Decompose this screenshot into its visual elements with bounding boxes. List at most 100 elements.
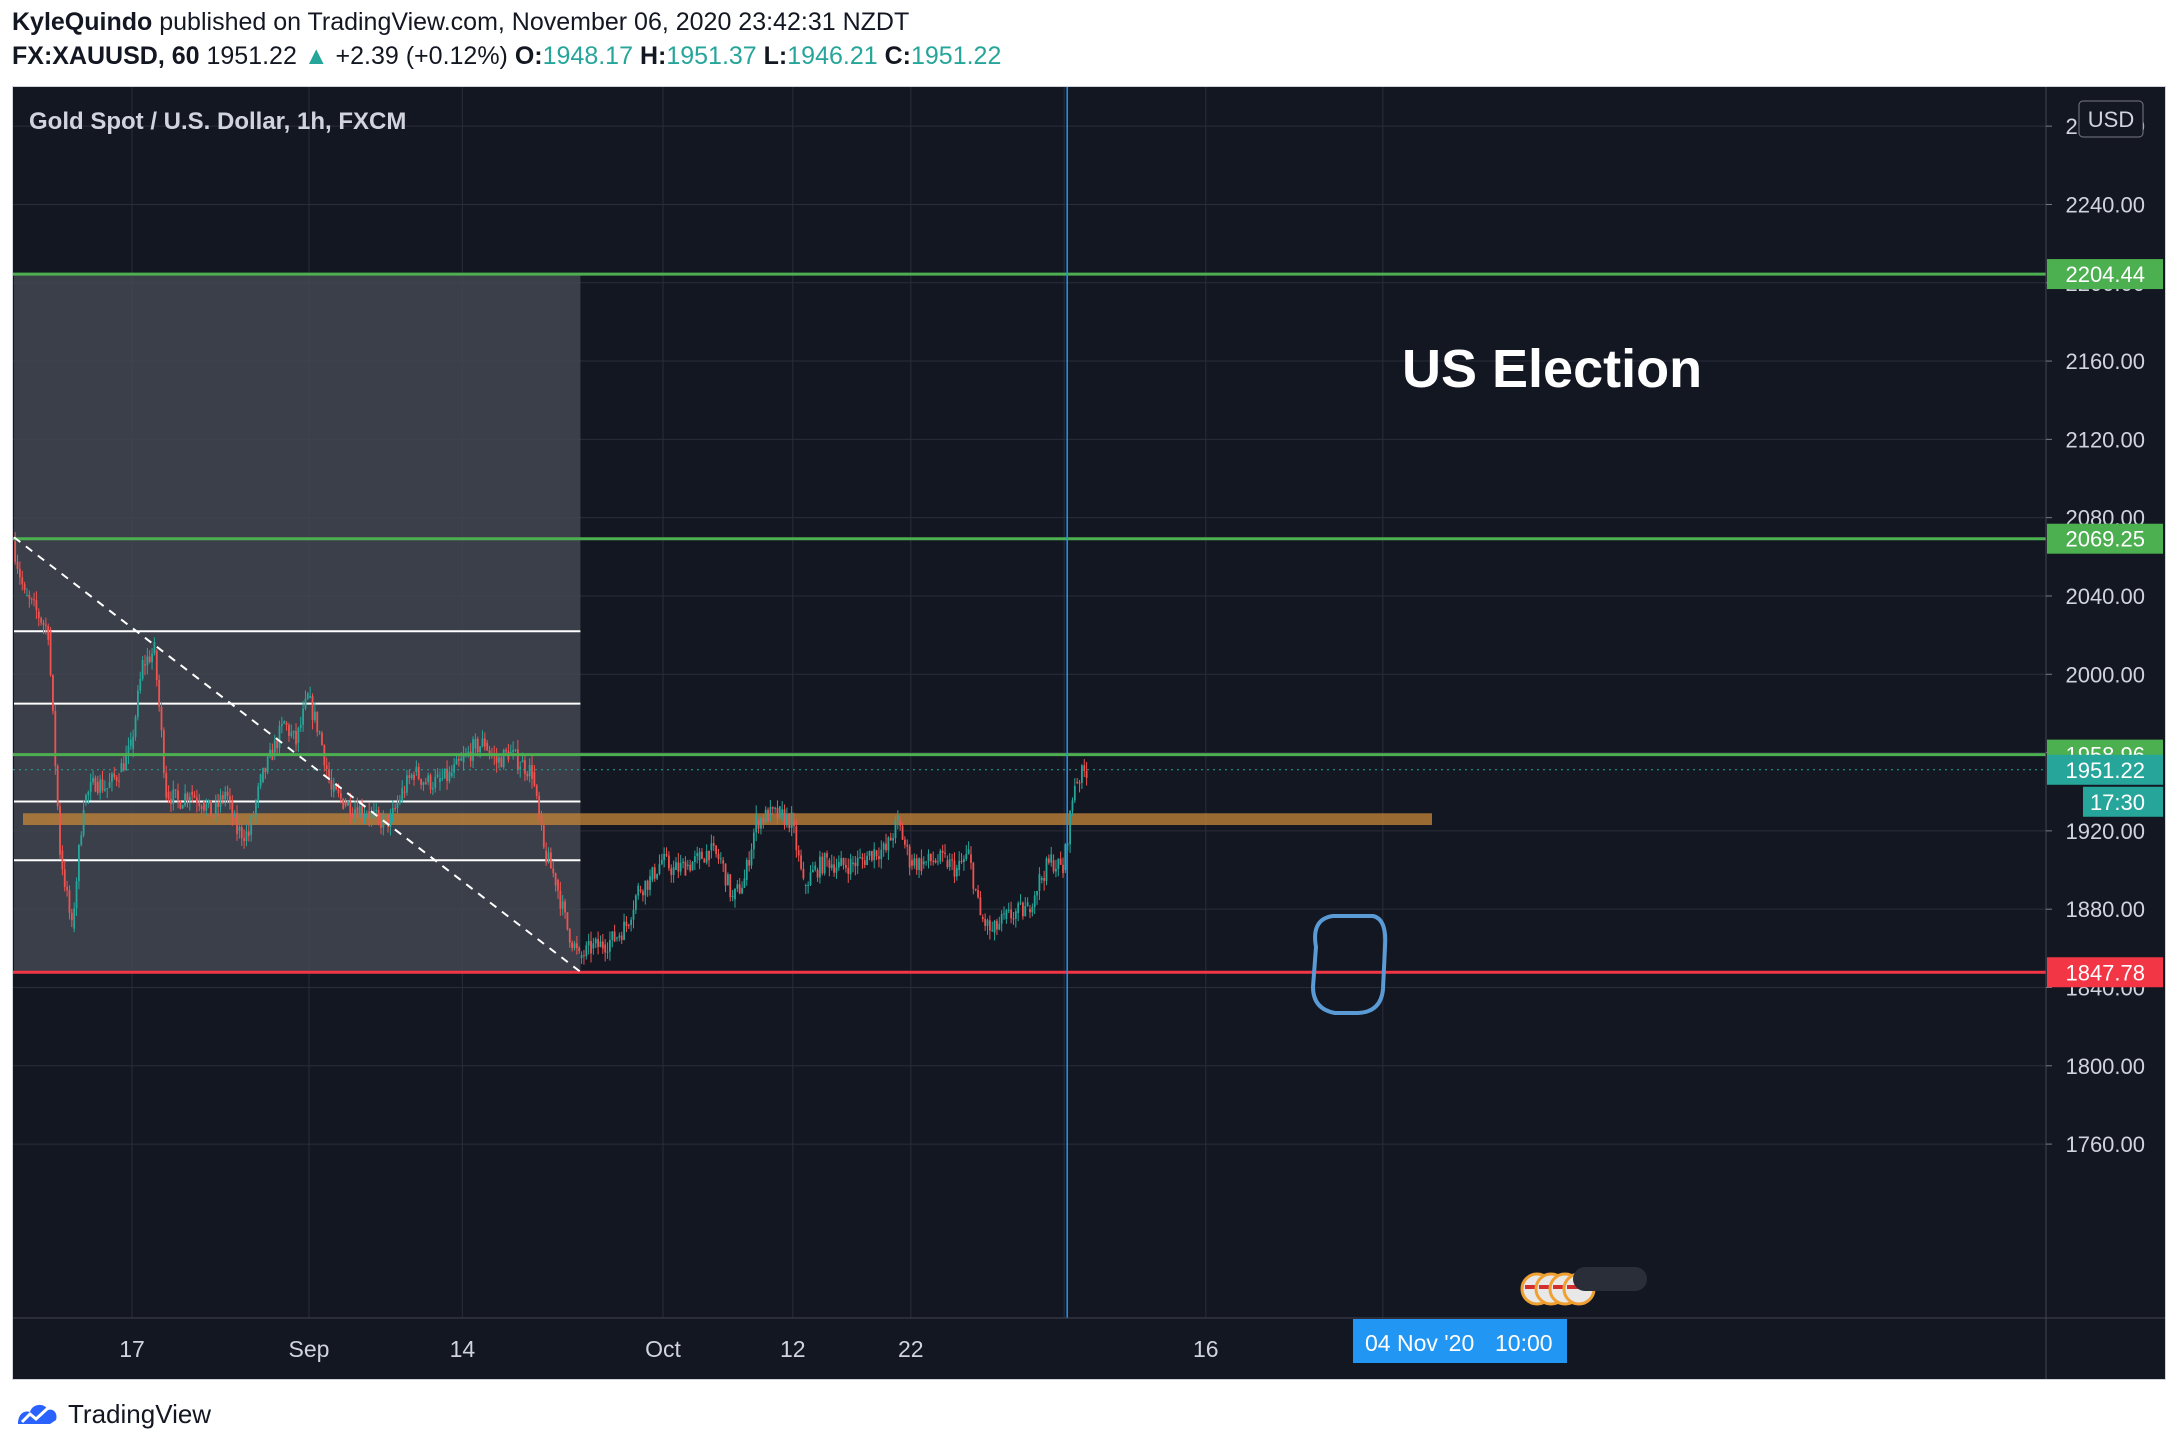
candle-body — [788, 813, 791, 829]
price-axis: 1760.001800.001840.001880.001920.001960.… — [2046, 114, 2163, 1157]
candle-body — [328, 768, 330, 780]
candle-body — [476, 738, 479, 753]
candle-body — [583, 955, 585, 957]
candle-body — [644, 880, 647, 896]
close-label: C: — [884, 42, 911, 70]
candle-body — [238, 827, 241, 831]
candle-body — [488, 750, 491, 754]
candle-body — [802, 868, 805, 879]
economic-events-icons[interactable] — [1520, 1267, 1647, 1306]
candle-body — [953, 860, 956, 877]
candle-body — [840, 858, 843, 867]
candle-body — [845, 864, 847, 868]
candle-body — [745, 860, 748, 880]
candle-body — [606, 951, 609, 953]
candle-body — [1005, 910, 1008, 919]
price-chart[interactable]: 1760.001800.001840.001880.001920.001960.… — [13, 87, 2165, 1379]
candle-body — [830, 864, 833, 869]
candle-body — [776, 807, 779, 818]
candle-body — [970, 854, 972, 864]
candle-body — [892, 838, 894, 841]
candle-body — [592, 943, 595, 949]
candle-body — [162, 730, 165, 773]
currency-box[interactable] — [2078, 100, 2144, 138]
candle-body — [804, 885, 807, 887]
price-tick-label: 2040.00 — [2065, 584, 2145, 609]
candle-body — [1033, 895, 1036, 908]
candle-body — [349, 801, 352, 815]
author-name[interactable]: KyleQuindo — [12, 8, 153, 36]
tradingview-brand[interactable]: TradingView — [68, 1398, 212, 1429]
candle-body — [1024, 906, 1027, 917]
candle-body — [120, 763, 123, 773]
candle-body — [686, 864, 689, 867]
candle-body — [911, 860, 913, 866]
chart-title: Gold Spot / U.S. Dollar, 1h, FXCM — [29, 108, 406, 135]
candle-body — [693, 856, 696, 863]
candle-body — [894, 819, 897, 839]
candle-body — [40, 618, 43, 623]
candle-body — [137, 690, 139, 717]
price-change: +2.39 (+0.12%) — [335, 42, 508, 70]
candle-body — [604, 944, 607, 953]
candle-body — [722, 860, 725, 864]
candle-body — [955, 867, 958, 877]
candle-body — [240, 827, 243, 839]
candle-body — [441, 778, 444, 780]
candle-body — [486, 742, 489, 751]
candle-body — [712, 843, 715, 846]
candle-body — [632, 909, 635, 920]
candle-body — [762, 817, 765, 823]
chart-container[interactable]: 1760.001800.001840.001880.001920.001960.… — [12, 86, 2166, 1380]
candle-body — [896, 815, 899, 820]
candle-body — [878, 856, 880, 860]
candle-body — [601, 941, 604, 949]
candle-body — [410, 774, 413, 779]
candle-body — [101, 779, 104, 791]
high-label: H: — [639, 42, 667, 70]
candle-body — [479, 746, 481, 753]
tradingview-logo-icon[interactable] — [14, 1400, 60, 1428]
candle-body — [226, 791, 229, 797]
candle-body — [148, 656, 151, 663]
time-tick-label: 17 — [119, 1336, 145, 1362]
candle-body — [771, 807, 774, 809]
countdown-badge — [2083, 786, 2163, 817]
candle-body — [500, 757, 503, 768]
fib-levels-layer — [14, 630, 581, 862]
candle-body — [212, 816, 215, 818]
candle-body — [585, 945, 588, 957]
candle-body — [861, 857, 864, 860]
candle-body — [337, 789, 340, 794]
candle-body — [332, 784, 335, 792]
candle-body — [538, 795, 540, 816]
candle-body — [682, 861, 684, 864]
candle-body — [73, 908, 76, 929]
candle-body — [309, 696, 312, 698]
candle-body — [557, 879, 559, 891]
candle-body — [273, 740, 276, 753]
candle-body — [250, 816, 253, 835]
candle-body — [1014, 911, 1017, 919]
candle-body — [288, 724, 290, 736]
highlight-circle — [1310, 914, 1388, 1015]
candle-body — [710, 843, 713, 851]
candle-body — [179, 801, 182, 809]
candle-body — [167, 791, 170, 799]
candle-body — [514, 749, 517, 751]
candle-body — [139, 678, 142, 691]
level-price-badge — [2047, 957, 2163, 988]
candle-body — [125, 754, 127, 771]
candle-body — [259, 774, 262, 787]
candle-body — [580, 955, 583, 959]
candle-body — [403, 791, 406, 793]
candle-body — [257, 786, 260, 802]
time-tick-label: 12 — [780, 1336, 806, 1362]
candle-body — [198, 802, 201, 807]
us-election-annotation[interactable]: US Election — [1402, 339, 1702, 399]
candle-body — [408, 775, 411, 779]
candle-body — [1036, 890, 1038, 896]
candle-body — [698, 851, 701, 861]
candle-body — [670, 868, 673, 875]
candle-body — [21, 577, 24, 585]
